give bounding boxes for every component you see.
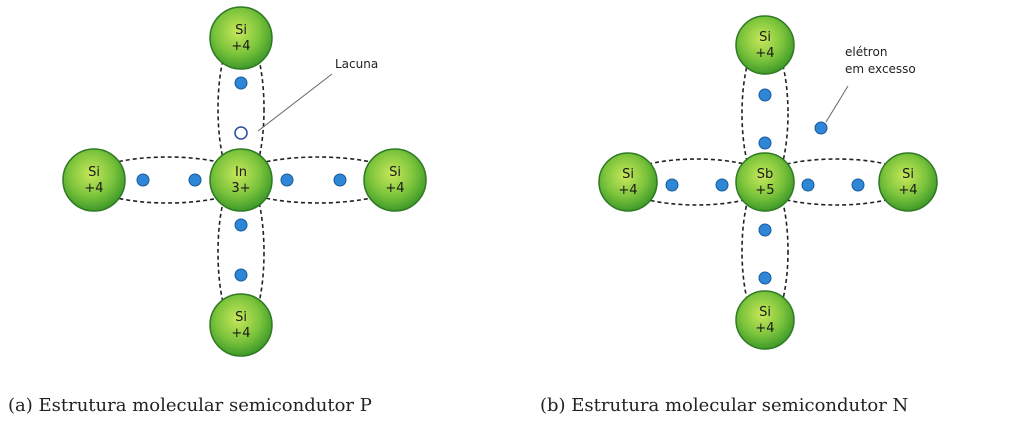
atom bbox=[209, 148, 273, 212]
electron bbox=[234, 218, 248, 232]
atom bbox=[209, 6, 273, 70]
caption: (b) Estrutura molecular semicondutor N bbox=[540, 395, 908, 416]
electron bbox=[801, 178, 815, 192]
atom bbox=[62, 148, 126, 212]
atom-charge: +5 bbox=[755, 183, 774, 198]
atom bbox=[735, 15, 795, 75]
atom bbox=[363, 148, 427, 212]
atom-symbol: Si bbox=[235, 310, 247, 325]
atom-symbol: Si bbox=[235, 23, 247, 38]
atom bbox=[735, 152, 795, 212]
atom-charge: +4 bbox=[385, 181, 404, 196]
electron bbox=[280, 173, 294, 187]
atom-charge: +4 bbox=[231, 326, 250, 341]
caption: (a) Estrutura molecular semicondutor P bbox=[8, 395, 372, 416]
bond bbox=[741, 36, 789, 191]
atom bbox=[598, 152, 658, 212]
atom bbox=[209, 293, 273, 357]
annotation: em excesso bbox=[845, 62, 916, 76]
atom-symbol: Si bbox=[88, 165, 100, 180]
atom-charge: +4 bbox=[755, 321, 774, 336]
annotation: elétron bbox=[845, 45, 887, 59]
electron bbox=[758, 223, 772, 237]
atom bbox=[735, 290, 795, 350]
atom-charge: +4 bbox=[618, 183, 637, 198]
atom-symbol: Sb bbox=[757, 167, 774, 182]
electron bbox=[665, 178, 679, 192]
atom bbox=[878, 152, 938, 212]
atom-symbol: In bbox=[235, 165, 247, 180]
electron bbox=[814, 121, 828, 135]
atom-symbol: Si bbox=[759, 305, 771, 320]
atom-charge: +4 bbox=[898, 183, 917, 198]
electron bbox=[234, 268, 248, 282]
electron bbox=[851, 178, 865, 192]
electron bbox=[136, 173, 150, 187]
hole bbox=[234, 126, 248, 140]
atom-charge: +4 bbox=[231, 39, 250, 54]
electron bbox=[333, 173, 347, 187]
atom-symbol: Si bbox=[622, 167, 634, 182]
electron bbox=[758, 88, 772, 102]
atom-charge: +4 bbox=[84, 181, 103, 196]
pointer bbox=[257, 73, 333, 132]
atom-symbol: Si bbox=[389, 165, 401, 180]
atom-charge: +4 bbox=[755, 46, 774, 61]
electron bbox=[758, 271, 772, 285]
annotation: Lacuna bbox=[335, 57, 378, 71]
electron bbox=[188, 173, 202, 187]
electron bbox=[715, 178, 729, 192]
pointer bbox=[825, 85, 849, 123]
electron bbox=[758, 136, 772, 150]
atom-symbol: Si bbox=[759, 30, 771, 45]
electron bbox=[234, 76, 248, 90]
atom-charge: 3+ bbox=[231, 181, 250, 196]
atom-symbol: Si bbox=[902, 167, 914, 182]
